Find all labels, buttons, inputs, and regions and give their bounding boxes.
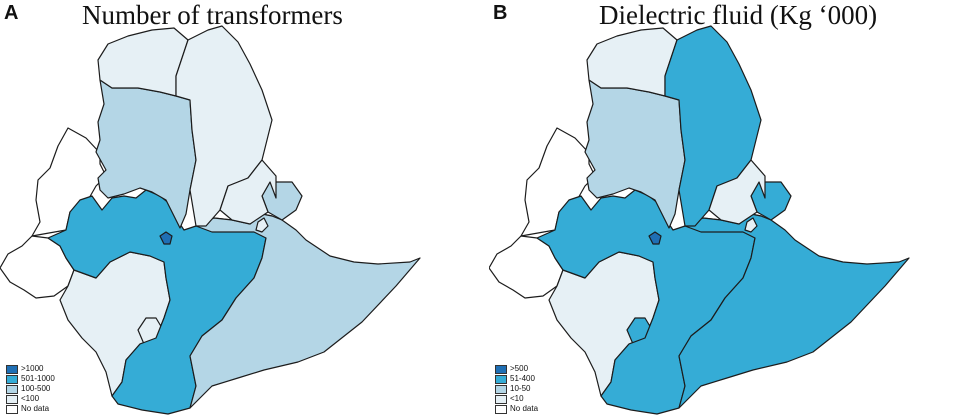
legend-swatch (6, 374, 18, 384)
legend-label: 501-1000 (21, 374, 55, 383)
legend-item: No data (495, 404, 538, 414)
region-harari (744, 217, 758, 233)
map-title: Dielectric fluid (Kg ‘000) (599, 0, 878, 30)
legend-swatch (495, 404, 507, 414)
legend-item: <10 (495, 394, 538, 404)
legend-swatch (495, 394, 507, 404)
region-oromia (536, 189, 762, 415)
panel-letter: A (4, 2, 19, 24)
panel-b: B Dielectric fluid (Kg ‘000) >500 51-400… (489, 0, 969, 419)
region-tigray (97, 27, 189, 97)
region-east-oromia (189, 213, 421, 409)
region-dire-dawa (708, 159, 766, 225)
region-somali (261, 181, 303, 221)
panel-a: A Number of transformers >1000 501-1000 … (0, 0, 480, 419)
region-addis-ababa (159, 231, 173, 245)
legend: >1000 501-1000 100-500 <100 No data (6, 364, 55, 414)
legend-label: No data (510, 404, 539, 413)
legend-swatch (6, 404, 18, 414)
map-regions (489, 25, 910, 415)
legend-item: 51-400 (495, 374, 538, 384)
legend-item: 501-1000 (6, 374, 55, 384)
legend-item: >1000 (6, 364, 55, 374)
ethiopia-map (0, 25, 421, 415)
legend-swatch (495, 364, 507, 374)
ethiopia-map (489, 25, 910, 415)
legend-item: 100-500 (6, 384, 55, 394)
region-addis-ababa (648, 231, 662, 245)
legend-swatch (6, 364, 18, 374)
region-east-oromia (678, 213, 910, 409)
legend-label: 51-400 (510, 374, 535, 383)
legend-item: >500 (495, 364, 538, 374)
legend-item: 10-50 (495, 384, 538, 394)
legend-item: <100 (6, 394, 55, 404)
legend-swatch (495, 374, 507, 384)
legend-label: >500 (510, 364, 529, 373)
legend-label: 10-50 (510, 384, 531, 393)
legend-label: <10 (510, 394, 524, 403)
map-regions (0, 25, 421, 415)
region-harari (255, 217, 269, 233)
legend-label: >1000 (21, 364, 44, 373)
legend-item: No data (6, 404, 55, 414)
legend-swatch (6, 384, 18, 394)
region-dire-dawa (219, 159, 277, 225)
legend-label: No data (21, 404, 50, 413)
legend-label: 100-500 (21, 384, 51, 393)
legend-swatch (6, 394, 18, 404)
legend: >500 51-400 10-50 <10 No data (495, 364, 538, 414)
panel-letter: B (493, 2, 508, 24)
legend-swatch (495, 384, 507, 394)
region-oromia (47, 189, 273, 415)
region-somali (750, 181, 792, 221)
region-tigray (586, 27, 678, 97)
map-title: Number of transformers (82, 0, 343, 30)
legend-label: <100 (21, 394, 40, 403)
